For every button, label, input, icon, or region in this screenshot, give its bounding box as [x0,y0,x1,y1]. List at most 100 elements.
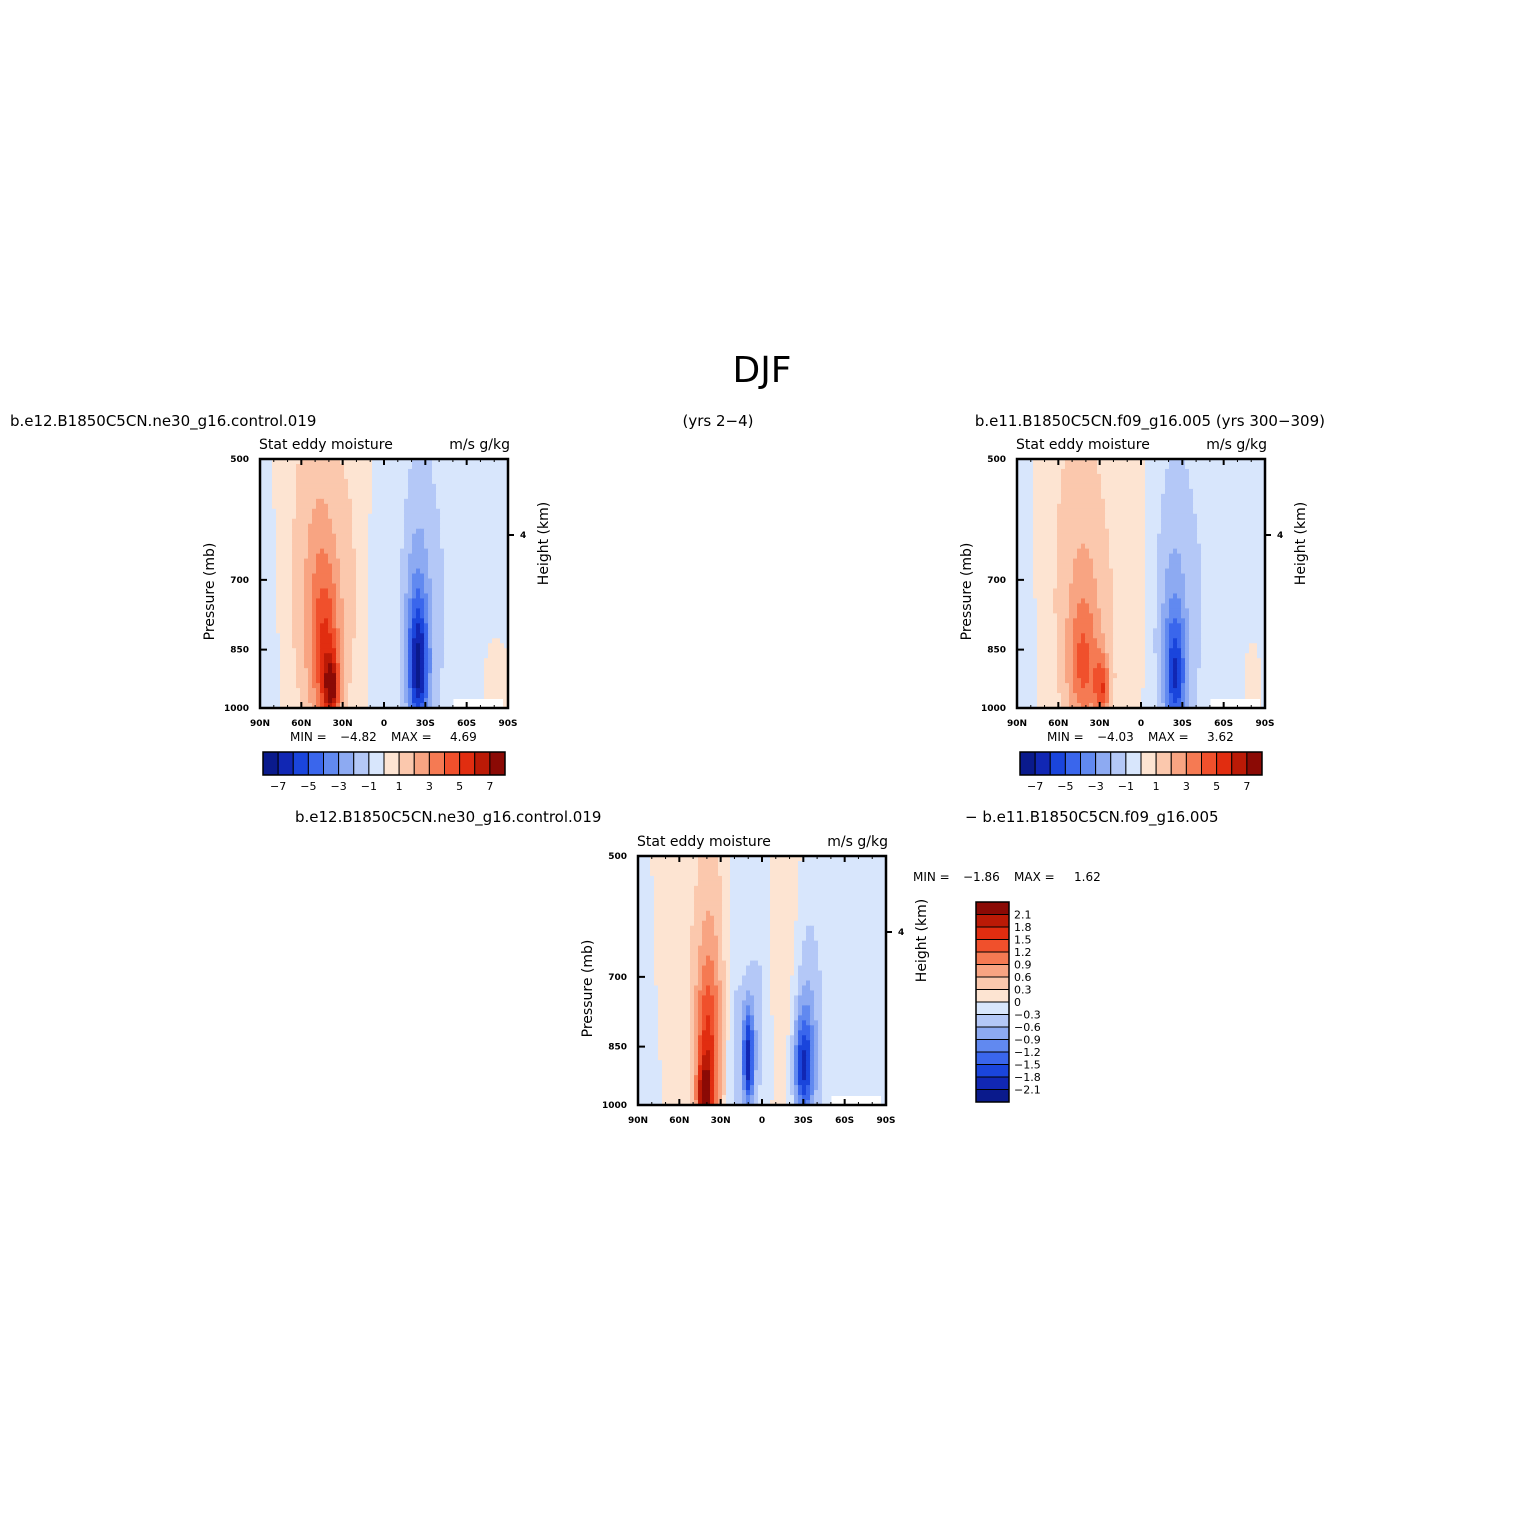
contour-cell [340,579,345,585]
contour-cell [272,479,277,485]
contour-cell [404,643,409,649]
contour-cell [300,623,305,629]
contour-cell [1153,574,1158,580]
contour-cell [324,588,329,594]
contour-cell [312,464,317,470]
contour-cell [1169,564,1174,570]
contour-cell [1101,564,1106,570]
contour-cell [268,559,273,565]
contour-cell [1185,584,1190,590]
contour-cell [348,588,353,594]
contour-cell [1157,484,1162,490]
contour-cell [1069,529,1074,535]
contour-cell [264,643,269,649]
contour-cell [280,494,285,500]
contour-cell [320,653,325,659]
colorbar-box [369,752,384,775]
contour-cell [468,588,473,594]
contour-cell [456,668,461,674]
contour-cell [272,464,277,470]
contour-cell [1233,484,1238,490]
contour-cell [396,579,401,585]
contour-cell [376,574,381,580]
contour-cell [1225,569,1230,575]
contour-cell [424,638,429,644]
contour-cell [432,494,437,500]
contour-cell [300,509,305,515]
contour-cell [1033,544,1038,550]
contour-cell [1025,499,1030,505]
contour-cell [316,608,321,614]
contour-cell [444,574,449,580]
contour-cell [1217,549,1222,555]
contour-cell [300,514,305,520]
contour-cell [1249,569,1254,575]
contour-cell [1241,593,1246,599]
contour-cell [484,673,489,679]
contour-cell [1217,539,1222,545]
contour-cell [340,623,345,629]
contour-cell [1137,509,1142,515]
contour-cell [308,534,313,540]
contour-cell [496,529,501,535]
contour-cell [1105,593,1110,599]
contour-cell [280,693,285,699]
contour-cell [1021,564,1026,570]
contour-cell [452,559,457,565]
contour-cell [1257,554,1262,560]
contour-cell [1173,554,1178,560]
contour-cell [488,618,493,624]
contour-cell [1141,499,1146,505]
contour-cell [492,544,497,550]
contour-cell [460,638,465,644]
contour-cell [1249,499,1254,505]
contour-cell [340,509,345,515]
contour-cell [396,618,401,624]
contour-cell [424,608,429,614]
contour-cell [1057,479,1062,485]
contour-cell [268,593,273,599]
contour-cell [1181,514,1186,520]
contour-cell [384,643,389,649]
contour-cell [356,524,361,530]
contour-cell [1049,479,1054,485]
contour-cell [328,584,333,590]
contour-cell [496,509,501,515]
contour-cell [420,479,425,485]
contour-cell [440,554,445,560]
contour-cell [336,668,341,674]
contour-cell [468,494,473,500]
contour-cell [408,464,413,470]
contour-cell [472,559,477,565]
contour-cell [1097,574,1102,580]
contour-cell [1101,514,1106,520]
contour-cell [316,539,321,545]
contour-cell [420,554,425,560]
contour-cell [1177,554,1182,560]
contour-cell [308,479,313,485]
contour-cell [376,579,381,585]
contour-cell [400,509,405,515]
contour-cell [328,564,333,570]
contour-cell [320,658,325,664]
contour-cell [272,658,277,664]
contour-cell [284,559,289,565]
contour-cell [480,514,485,520]
contour-cell [1021,524,1026,530]
contour-cell [364,574,369,580]
contour-cell [1233,469,1238,475]
contour-cell [1145,588,1150,594]
contour-cell [404,623,409,629]
contour-cell [1097,479,1102,485]
contour-cell [276,588,281,594]
contour-cell [348,678,353,684]
contour-cell [448,608,453,614]
contour-cell [408,579,413,585]
contour-cell [340,544,345,550]
contour-cell [328,673,333,679]
contour-cell [1213,524,1218,530]
contour-cell [448,464,453,470]
contour-cell [392,663,397,669]
contour-cell [1093,464,1098,470]
contour-cell [436,678,441,684]
